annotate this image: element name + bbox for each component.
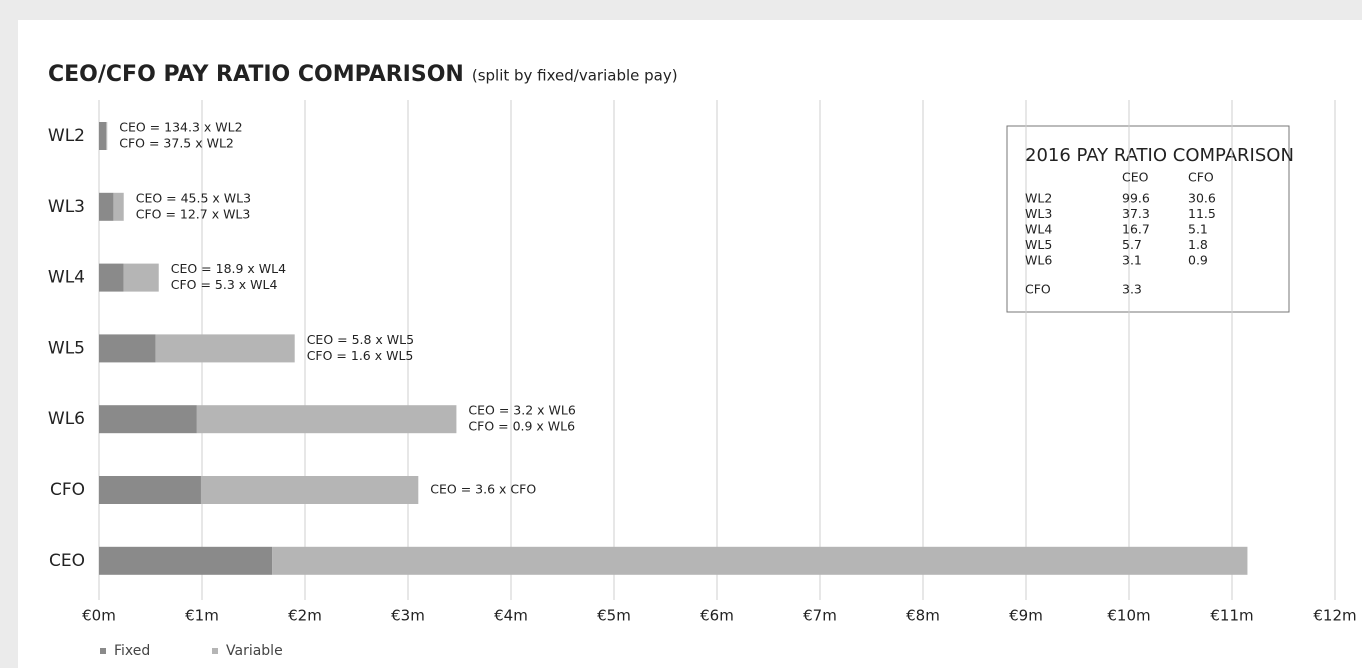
bar-segment bbox=[272, 546, 1248, 575]
legend-swatch bbox=[100, 648, 106, 654]
x-tick-label: €11m bbox=[1210, 607, 1253, 625]
inset-title: 2016 PAY RATIO COMPARISON bbox=[1025, 145, 1294, 166]
bar-annotation: CFO = 12.7 x WL3 bbox=[136, 206, 251, 221]
y-tick-label: WL6 bbox=[48, 409, 85, 429]
inset-row-label: WL2 bbox=[1025, 191, 1052, 206]
y-tick-label: WL4 bbox=[48, 268, 85, 288]
bar-annotation: CEO = 5.8 x WL5 bbox=[307, 332, 414, 347]
inset-row-label: WL4 bbox=[1025, 222, 1052, 237]
bar-annotation: CFO = 0.9 x WL6 bbox=[468, 419, 575, 434]
x-tick-label: €0m bbox=[82, 607, 116, 625]
y-tick-label: CEO bbox=[49, 551, 85, 571]
inset-cell: 11.5 bbox=[1188, 206, 1216, 221]
bar-segment bbox=[99, 263, 124, 292]
bar-annotation: CFO = 37.5 x WL2 bbox=[119, 136, 234, 151]
bar-segment bbox=[200, 476, 419, 504]
legend-label: Fixed bbox=[114, 643, 150, 659]
inset-row-label: WL6 bbox=[1025, 253, 1052, 268]
inset-cell: 1.8 bbox=[1188, 237, 1208, 252]
inset-row-label: CFO bbox=[1025, 282, 1051, 297]
inset-row-label: WL5 bbox=[1025, 237, 1052, 252]
x-tick-label: €9m bbox=[1009, 607, 1043, 625]
x-tick-label: €5m bbox=[597, 607, 631, 625]
bar-segment bbox=[99, 334, 156, 363]
y-tick-label: WL3 bbox=[48, 197, 85, 217]
legend-label: Variable bbox=[226, 643, 283, 659]
inset-column-header: CEO bbox=[1122, 170, 1149, 185]
bar-annotation: CEO = 18.9 x WL4 bbox=[171, 261, 286, 276]
chart-subtitle: (split by fixed/variable pay) bbox=[472, 67, 678, 85]
inset-cell: 3.1 bbox=[1122, 253, 1142, 268]
y-tick-label: WL2 bbox=[48, 126, 85, 146]
chart-title: CEO/CFO PAY RATIO COMPARISON bbox=[48, 62, 464, 87]
x-tick-label: €4m bbox=[494, 607, 528, 625]
inset-cell: 3.3 bbox=[1122, 282, 1142, 297]
legend-swatch bbox=[212, 648, 218, 654]
bar-segment bbox=[123, 263, 159, 292]
inset-column-header: CFO bbox=[1188, 170, 1214, 185]
bar-segment bbox=[99, 476, 201, 504]
x-tick-label: €10m bbox=[1107, 607, 1150, 625]
inset-cell: 99.6 bbox=[1122, 191, 1150, 206]
x-tick-label: €6m bbox=[700, 607, 734, 625]
bar-segment bbox=[113, 192, 124, 221]
bar-segment bbox=[155, 334, 295, 363]
inset-cell: 5.1 bbox=[1188, 222, 1208, 237]
bar-annotation: CFO = 5.3 x WL4 bbox=[171, 277, 278, 292]
inset-box bbox=[1006, 125, 1290, 313]
bar-segment bbox=[99, 192, 114, 221]
inset-cell: 30.6 bbox=[1188, 191, 1216, 206]
bar-annotation: CEO = 134.3 x WL2 bbox=[119, 120, 242, 135]
inset-cell: 0.9 bbox=[1188, 253, 1208, 268]
bar-segment bbox=[99, 546, 273, 575]
inset-row-label: WL3 bbox=[1025, 206, 1052, 221]
y-tick-label: WL5 bbox=[48, 338, 85, 358]
x-tick-label: €2m bbox=[288, 607, 322, 625]
x-tick-label: €12m bbox=[1313, 607, 1356, 625]
bar-annotation: CFO = 1.6 x WL5 bbox=[307, 348, 414, 363]
x-tick-label: €8m bbox=[906, 607, 940, 625]
x-tick-label: €3m bbox=[391, 607, 425, 625]
x-tick-label: €1m bbox=[185, 607, 219, 625]
inset-cell: 37.3 bbox=[1122, 206, 1150, 221]
inset-cell: 16.7 bbox=[1122, 222, 1150, 237]
bar-segment bbox=[99, 122, 107, 150]
inset-cell: 5.7 bbox=[1122, 237, 1142, 252]
bar-annotation: CEO = 45.5 x WL3 bbox=[136, 190, 251, 205]
bar-segment bbox=[99, 405, 197, 434]
y-tick-label: CFO bbox=[50, 480, 85, 500]
bar-segment bbox=[106, 122, 108, 150]
bar-segment bbox=[196, 405, 457, 434]
x-tick-label: €7m bbox=[803, 607, 837, 625]
bar-annotation: CEO = 3.2 x WL6 bbox=[468, 403, 575, 418]
bar-annotation: CEO = 3.6 x CFO bbox=[430, 482, 536, 497]
